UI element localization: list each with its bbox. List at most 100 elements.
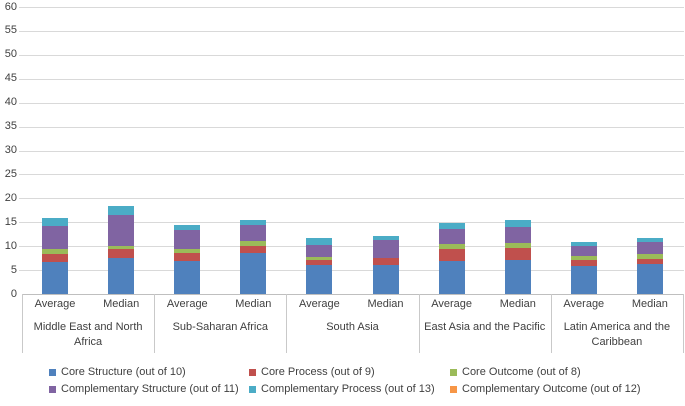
bar-segment: [108, 215, 135, 247]
y-axis-tick-label: 45: [4, 72, 17, 85]
bar-segment: [636, 263, 663, 294]
bar-segment: [306, 244, 333, 258]
bar-stack: [438, 222, 465, 294]
bar-segment: [240, 253, 267, 294]
gridline: [19, 150, 684, 152]
category-separator: [22, 294, 23, 353]
bar-segment: [42, 253, 68, 262]
legend-label: Core Outcome (out of 8): [462, 366, 581, 378]
bar-segment: [504, 227, 531, 243]
bar-segment: [372, 265, 399, 294]
bar-segment: [108, 205, 135, 216]
legend-swatch: [249, 386, 256, 393]
bar-segment: [240, 224, 267, 242]
bar-segment: [240, 246, 267, 254]
bar-segment: [570, 260, 597, 267]
bar-segment: [636, 237, 663, 243]
category-separator: [154, 294, 156, 353]
bar-segment: [108, 248, 135, 259]
gridline: [19, 222, 684, 224]
gridline: [19, 54, 684, 56]
bar-stack: [636, 237, 663, 294]
category-separator: [550, 294, 552, 353]
y-axis-tick-label: 20: [4, 191, 17, 204]
group-label: Latin America and the Caribbean: [563, 321, 671, 348]
bar-segment: [438, 229, 465, 245]
bar-segment: [570, 242, 597, 247]
y-axis-tick-label: 15: [4, 215, 17, 228]
category-label: Median: [499, 298, 536, 310]
bar-segment: [504, 242, 531, 248]
legend-swatch: [249, 369, 256, 376]
bar-segment: [306, 257, 333, 260]
bar-segment: [504, 260, 531, 294]
legend-item: Complementary Structure (out of 11): [49, 383, 239, 396]
category-label: Median: [367, 298, 404, 310]
bar-stack: [42, 218, 68, 294]
bar-segment: [240, 241, 267, 247]
bar-segment: [372, 239, 399, 258]
bar-stack: [372, 236, 399, 294]
bar-segment: [306, 264, 333, 294]
legend-item: Core Outcome (out of 8): [450, 366, 581, 379]
bar-stack: [240, 219, 267, 294]
bar-segment: [570, 246, 597, 257]
bar-segment: [108, 258, 135, 294]
bar-segment: [438, 222, 465, 230]
bar-segment: [372, 236, 399, 240]
gridline: [19, 102, 684, 104]
legend-label: Core Structure (out of 10): [61, 366, 186, 378]
bar-stack: [306, 237, 333, 294]
legend-swatch: [49, 386, 56, 393]
y-axis-tick-label: 10: [4, 239, 17, 252]
bar-segment: [174, 248, 201, 253]
bar-segment: [42, 218, 68, 226]
category-separator: [418, 294, 420, 353]
bar-segment: [636, 254, 663, 260]
bar-segment: [636, 259, 663, 264]
legend-swatch: [450, 369, 457, 376]
category-label: Average: [431, 298, 472, 310]
bar-segment: [306, 237, 333, 245]
bar-segment: [42, 225, 68, 250]
group-label: South Asia: [326, 321, 379, 333]
legend-item: Complementary Process (out of 13): [249, 383, 435, 396]
bar-segment: [306, 259, 333, 265]
legend-label: Core Process (out of 9): [261, 366, 375, 378]
category-label: Median: [103, 298, 140, 310]
bar-segment: [504, 219, 531, 228]
bar-segment: [174, 260, 201, 294]
bar-segment: [570, 266, 597, 294]
category-label: Median: [235, 298, 272, 310]
y-axis-tick-label: 50: [4, 48, 17, 61]
bar-stack: [108, 205, 135, 295]
category-label: Average: [34, 298, 76, 310]
bar-segment: [504, 247, 531, 261]
bar-segment: [108, 246, 135, 249]
gridline: [19, 78, 684, 80]
gridline: [19, 198, 684, 200]
legend-item: Complementary Outcome (out of 12): [450, 383, 641, 396]
group-label: Sub-Saharan Africa: [172, 321, 268, 333]
group-label: Middle East and North Africa: [33, 321, 143, 348]
y-axis-tick-label: 35: [4, 120, 17, 133]
group-label: East Asia and the Pacific: [424, 321, 546, 333]
category-label: Average: [299, 298, 340, 310]
bar-segment: [42, 261, 68, 294]
bar-segment: [438, 261, 465, 294]
legend-swatch: [49, 369, 56, 376]
y-axis-tick-label: 5: [10, 263, 17, 276]
legend-label: Complementary Outcome (out of 12): [462, 383, 641, 395]
gridline: [19, 174, 684, 176]
category-separator: [683, 294, 684, 353]
bar-segment: [438, 244, 465, 250]
bar-segment: [174, 224, 201, 231]
category-separator: [286, 294, 288, 353]
legend-item: Core Process (out of 9): [249, 366, 375, 379]
y-axis-tick-label: 25: [4, 167, 17, 180]
gridline: [19, 7, 684, 8]
gridline: [19, 270, 684, 272]
bar-stack: [570, 242, 597, 294]
y-axis-tick-label: 0: [10, 287, 17, 300]
